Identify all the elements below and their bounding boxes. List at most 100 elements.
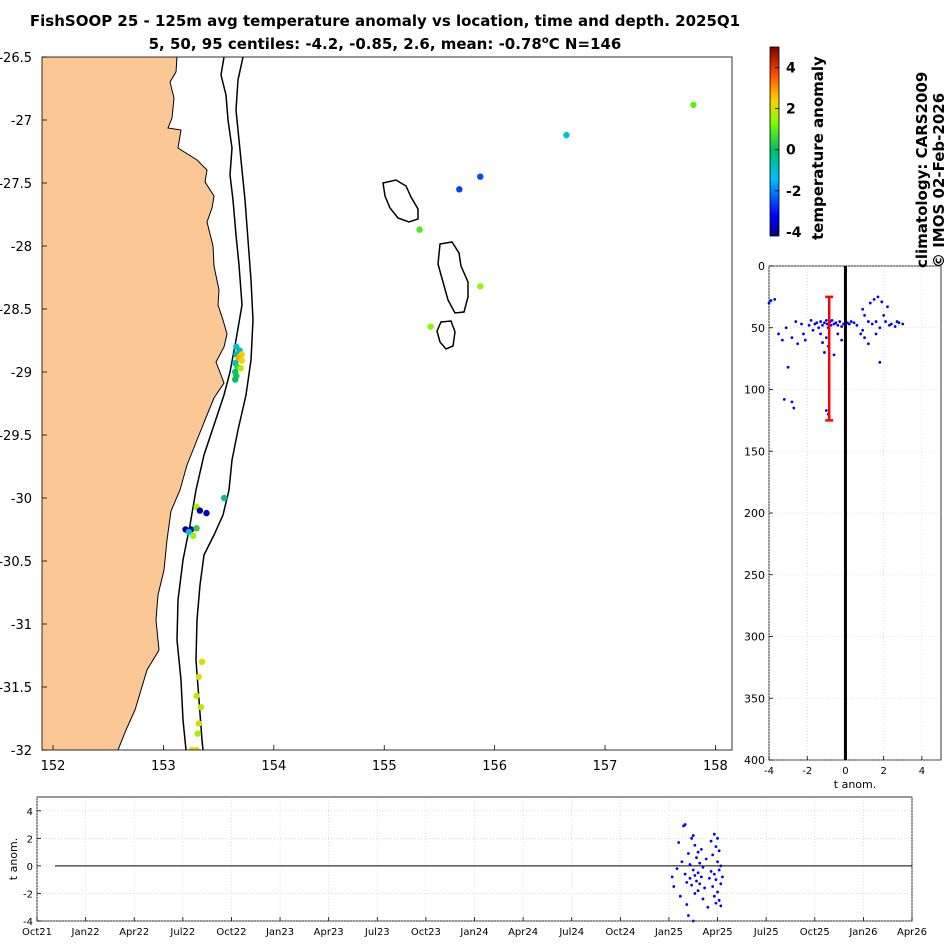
depth-point — [796, 342, 800, 346]
timeseries-point — [714, 878, 718, 882]
timeseries-point — [696, 871, 700, 875]
depth-frame — [768, 265, 942, 761]
depth-point — [866, 342, 870, 346]
timeseries-point — [690, 836, 694, 840]
timeseries-x-tick-label: Oct25 — [800, 927, 830, 938]
map-frame — [41, 56, 733, 751]
timeseries-y-tick-label: -4 — [23, 917, 33, 928]
depth-point — [821, 341, 824, 344]
timeseries-x-tick-label: Jan24 — [459, 927, 488, 938]
seamount-contour-3 — [436, 320, 456, 350]
subtitle-count: C N=146 — [548, 35, 622, 53]
timeseries-x-tick-label: Jan23 — [265, 927, 294, 938]
timeseries-point — [680, 860, 684, 864]
depth-point — [861, 307, 865, 311]
depth-point — [855, 323, 859, 327]
map-point — [477, 283, 484, 290]
timeseries-point — [711, 853, 715, 857]
timeseries-x-tick-label: Jan22 — [71, 927, 100, 938]
depth-point — [888, 323, 891, 327]
map-y-tick-label: -28.5 — [0, 303, 32, 318]
depth-point — [784, 326, 788, 330]
timeseries-point — [701, 897, 705, 901]
map-point — [477, 173, 484, 180]
depth-point — [832, 353, 836, 357]
seamount-contour-1 — [382, 179, 419, 223]
timeseries-point — [696, 889, 700, 893]
timeseries-point — [675, 867, 679, 871]
depth-point — [842, 322, 845, 326]
timeseries-point — [712, 894, 716, 898]
map-y-tick-label: -31.5 — [0, 681, 32, 696]
timeseries-point — [693, 843, 697, 847]
timeseries-point — [711, 885, 715, 888]
coastline — [117, 57, 228, 750]
map-x-tick-label: 153 — [151, 759, 176, 774]
depth-point — [824, 318, 828, 322]
timeseries-x-tick-label: Apr23 — [314, 927, 344, 938]
timeseries-panel: Oct21 Jan22 Apr22 Jul22 Oct22 Jan23 Apr23 Jul23… — [7, 796, 927, 938]
timeseries-y-tick-label: -2 — [23, 889, 33, 900]
depth-point — [780, 338, 784, 342]
map-x-tick-label: 155 — [372, 759, 397, 774]
timeseries-x-tick-label: Oct22 — [216, 927, 246, 938]
colorbar-gradient — [769, 46, 780, 237]
timeseries-x-tick-label: Oct23 — [411, 927, 441, 938]
depth-x-label: t anom. — [834, 778, 876, 791]
timeseries-point — [688, 863, 692, 866]
map-point — [193, 692, 200, 700]
timeseries-point — [712, 872, 716, 876]
timeseries-point — [672, 885, 676, 888]
timeseries-point — [698, 882, 702, 886]
depth-point — [863, 314, 866, 317]
depth-point — [823, 351, 826, 354]
depth-point — [790, 336, 794, 340]
timeseries-point — [701, 865, 705, 869]
timeseries-x-tick-label: Jan25 — [654, 927, 683, 938]
map-point — [237, 365, 244, 372]
depth-point — [874, 332, 878, 336]
map-x-tick-label: 156 — [482, 759, 507, 774]
timeseries-point — [717, 898, 721, 902]
depth-point — [803, 338, 807, 342]
depth-point — [838, 320, 842, 323]
depth-y-tick-label: 50 — [751, 322, 765, 335]
depth-point — [794, 320, 798, 323]
depth-y-tick-label: 200 — [744, 507, 765, 520]
timeseries-point — [719, 904, 723, 908]
timeseries-point — [678, 894, 682, 898]
map-point — [203, 509, 210, 517]
map-x-tick-label: 152 — [41, 759, 66, 774]
timeseries-point — [691, 868, 695, 872]
depth-point — [884, 320, 887, 323]
depth-point — [849, 320, 853, 323]
timeseries-x-tick-label: Oct24 — [605, 927, 635, 938]
map-x-tick-label: 154 — [261, 759, 286, 774]
map-point — [196, 507, 204, 514]
timeseries-y-label: t anom. — [7, 838, 20, 880]
timeseries-point — [704, 857, 708, 861]
map-y-tick-label: -27.5 — [0, 177, 32, 192]
map-y-tick-label: -32 — [11, 744, 32, 759]
map-point — [193, 525, 200, 532]
timeseries-point — [695, 856, 698, 860]
map-point — [194, 730, 201, 737]
depth-point — [773, 297, 777, 301]
timeseries-point — [699, 875, 703, 879]
depth-point — [870, 322, 874, 326]
timeseries-point — [696, 850, 700, 854]
timeseries-point — [690, 883, 694, 887]
depth-point — [786, 365, 790, 369]
timeseries-point — [709, 839, 713, 843]
map-point — [690, 101, 697, 109]
timeseries-x-tick-label: Apr26 — [897, 927, 927, 938]
depth-point — [834, 321, 838, 325]
timeseries-x-tick-label: Jul22 — [169, 927, 195, 938]
depth-point — [824, 409, 828, 412]
depth-point — [836, 332, 840, 336]
timeseries-point — [717, 868, 721, 872]
timeseries-point — [716, 890, 719, 894]
map-x-tick-label: 158 — [703, 759, 728, 774]
depth-panel: 0 50 100 150 200 250 300 350 400-4 -2 0 2 4 t anom. — [744, 260, 942, 791]
